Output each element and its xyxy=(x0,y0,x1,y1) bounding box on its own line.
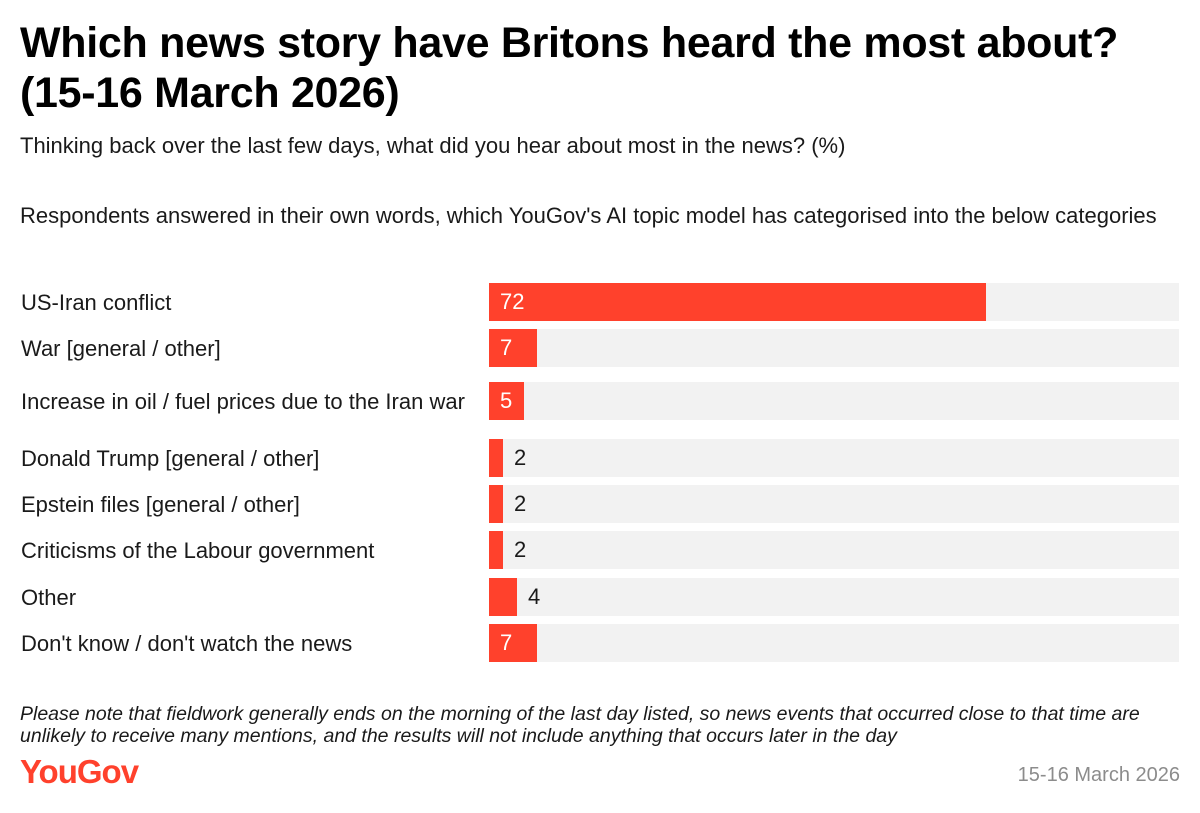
bar-track: 2 xyxy=(489,439,1179,477)
category-label: Increase in oil / fuel prices due to the… xyxy=(21,389,465,414)
bar-track: 7 xyxy=(489,329,1179,367)
category-label: Don't know / don't watch the news xyxy=(21,631,353,656)
category-label: War [general / other] xyxy=(21,336,221,361)
chart-title: Which news story have Britons heard the … xyxy=(20,19,1119,117)
value-label: 2 xyxy=(514,491,527,516)
bar xyxy=(489,578,517,616)
category-label: Epstein files [general / other] xyxy=(21,492,300,517)
fieldwork-date: 15-16 March 2026 xyxy=(1017,764,1180,786)
bar-track: 2 xyxy=(489,485,1179,523)
bar xyxy=(489,485,503,523)
bar-track: 4 xyxy=(489,578,1179,616)
category-label: US-Iran conflict xyxy=(21,290,172,315)
value-label: 2 xyxy=(514,445,527,470)
bar xyxy=(489,439,503,477)
category-label: Donald Trump [general / other] xyxy=(21,446,320,471)
category-label: Criticisms of the Labour government xyxy=(21,538,375,563)
bar-track: 5 xyxy=(489,382,1179,420)
bar-track: 2 xyxy=(489,531,1179,569)
fieldwork-note: Please note that fieldwork generally end… xyxy=(20,703,1140,747)
bar xyxy=(489,624,537,662)
bar-track: 7 xyxy=(489,624,1179,662)
value-label: 7 xyxy=(500,630,513,655)
value-label: 72 xyxy=(500,289,525,314)
chart-description: Respondents answered in their own words,… xyxy=(20,203,1157,228)
chart-subtitle: Thinking back over the last few days, wh… xyxy=(20,133,846,158)
bar xyxy=(489,531,503,569)
value-label: 5 xyxy=(500,388,513,413)
value-label: 7 xyxy=(500,335,513,360)
bar-track: 72 xyxy=(489,283,1179,321)
value-label: 4 xyxy=(528,584,541,609)
category-label: Other xyxy=(21,585,77,610)
yougov-logo: YouGov xyxy=(20,753,139,790)
bar xyxy=(489,283,986,321)
bar xyxy=(489,329,537,367)
bar xyxy=(489,382,524,420)
value-label: 2 xyxy=(514,537,527,562)
